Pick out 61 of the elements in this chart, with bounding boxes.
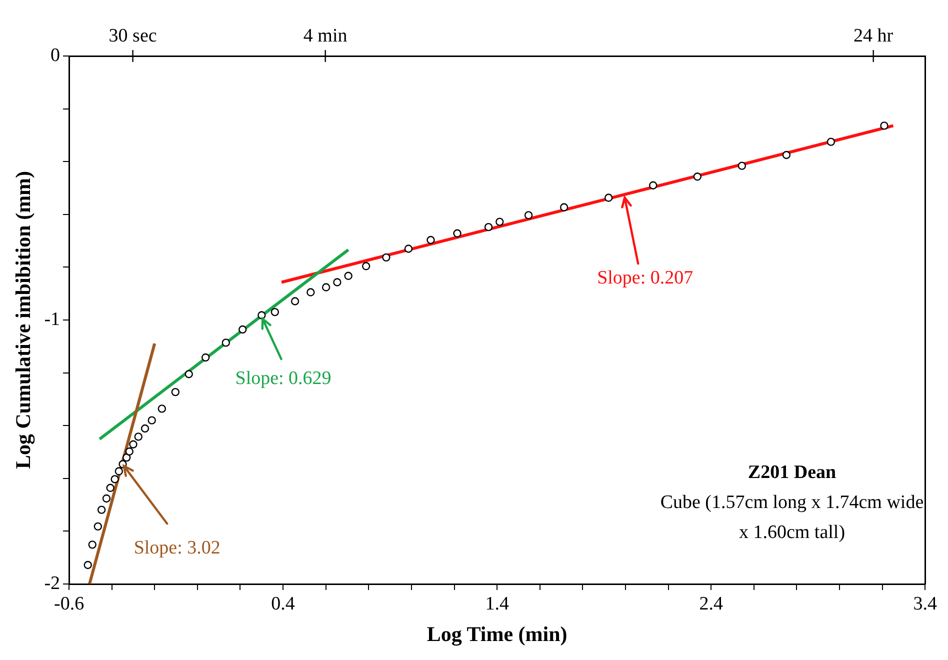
point — [560, 203, 568, 212]
point — [134, 432, 142, 441]
point — [880, 122, 888, 130]
point — [290, 297, 300, 306]
x-axis-title: Log Time (min) — [426, 622, 568, 646]
point — [140, 424, 150, 433]
point — [496, 218, 504, 226]
y-tick-label: 0 — [50, 44, 60, 66]
point — [158, 404, 166, 413]
x-tick-label: 2.4 — [699, 593, 724, 614]
point — [604, 194, 613, 202]
point — [270, 308, 280, 316]
legend-label: Slope: 0.629 — [235, 368, 332, 390]
point — [306, 288, 315, 296]
point — [322, 283, 330, 292]
point — [738, 162, 746, 170]
point — [524, 211, 533, 220]
point — [693, 172, 702, 181]
x-tick-label: 3.4 — [913, 593, 938, 614]
point — [129, 440, 138, 448]
point — [106, 484, 114, 492]
series-label: Slope: 3.02 — [134, 538, 220, 559]
point — [148, 416, 156, 424]
point — [102, 494, 111, 503]
point — [84, 560, 92, 570]
point — [94, 522, 102, 531]
point — [333, 278, 342, 286]
point — [171, 388, 180, 396]
y-tick-label: -2 — [44, 572, 60, 594]
annotation: Cube (1.57cm long x 1.74cm wide x 1.60cm tall) — [659, 491, 925, 545]
point — [649, 181, 658, 190]
point — [238, 325, 247, 334]
point — [344, 272, 352, 280]
point — [484, 222, 493, 232]
x-tick-label: -0.6 — [54, 593, 84, 614]
point — [382, 253, 390, 262]
point — [110, 475, 119, 484]
point — [258, 311, 266, 320]
y-tick-label: -1 — [44, 308, 60, 330]
point — [826, 138, 836, 146]
point — [222, 338, 230, 347]
x-tick-label: 0.4 — [271, 593, 296, 614]
text: 4 min — [303, 25, 348, 46]
point — [201, 353, 210, 362]
text: 30 sec — [108, 25, 157, 46]
point — [426, 236, 435, 244]
y-axis-title: Log Cumulative imbibition (mm) — [11, 170, 36, 470]
annotation: Z201 Dean — [746, 461, 838, 485]
point — [362, 262, 370, 270]
point — [184, 370, 193, 378]
text: Slope: 0.207 — [597, 268, 694, 289]
point — [782, 150, 791, 160]
point — [114, 467, 123, 476]
point — [122, 453, 131, 462]
x-tick-label: 1.4 — [485, 593, 510, 614]
point — [404, 244, 413, 253]
point — [125, 447, 134, 456]
text: 24 hr — [854, 25, 894, 46]
point — [97, 506, 106, 514]
point — [453, 229, 462, 238]
point — [88, 540, 96, 549]
